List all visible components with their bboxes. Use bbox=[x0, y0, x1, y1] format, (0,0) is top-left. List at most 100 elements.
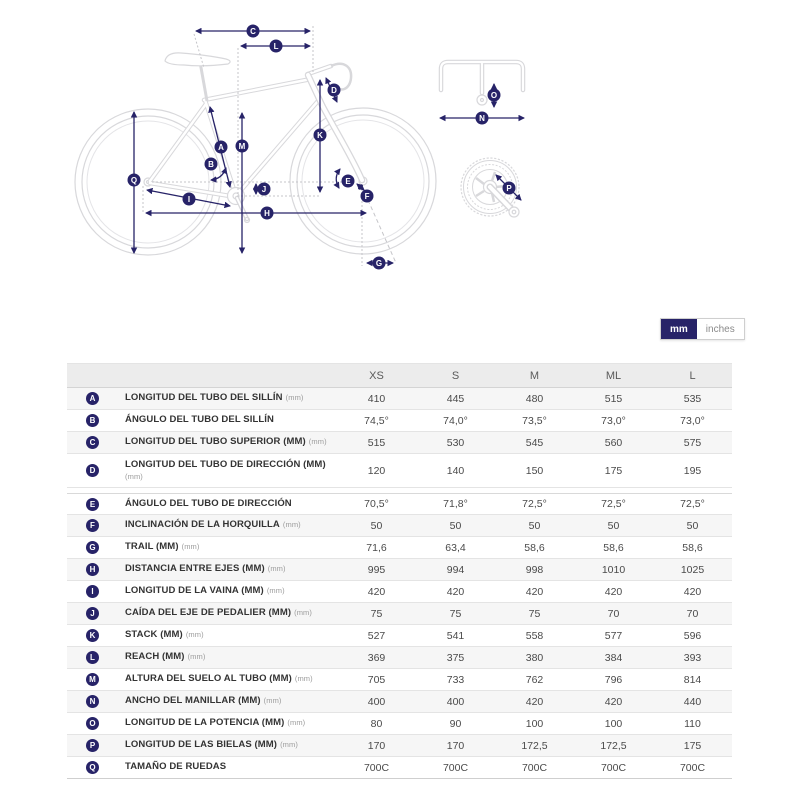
cell-value: 71,8° bbox=[443, 498, 468, 510]
diagram-badge-n: N bbox=[475, 111, 489, 125]
table-row-d: D LONGITUD DEL TUBO DE DIRECCIÓN (MM) (mm)… bbox=[67, 454, 732, 488]
row-badge-k: K bbox=[86, 629, 99, 642]
row-badge-o: O bbox=[86, 717, 99, 730]
row-badge-l: L bbox=[86, 651, 99, 664]
row-label: ÁNGULO DEL TUBO DE DIRECCIÓN bbox=[125, 497, 292, 509]
cell-value: 440 bbox=[683, 695, 702, 708]
cell-value: 90 bbox=[449, 717, 462, 730]
units-inches-button[interactable]: inches bbox=[696, 319, 744, 339]
svg-text:D: D bbox=[331, 86, 337, 95]
row-unit-suffix: (mm) bbox=[282, 520, 301, 530]
diagram-badge-c: C bbox=[246, 24, 260, 38]
table-row-p: P LONGITUD DE LAS BIELAS (MM) (mm) 170 170 17… bbox=[67, 735, 732, 757]
row-badge-b: B bbox=[86, 414, 99, 427]
cell-value: 515 bbox=[604, 392, 623, 405]
cell-value: 369 bbox=[367, 651, 386, 664]
diagram-badges: AB C D E F G H I J K L M N O P Q bbox=[127, 24, 516, 270]
cell-value: 73,5° bbox=[522, 414, 547, 427]
diagram-badge-f: F bbox=[360, 189, 374, 203]
row-unit-suffix: (mm) bbox=[263, 696, 282, 706]
row-unit-suffix: (mm) bbox=[181, 542, 200, 552]
row-badge-h: H bbox=[86, 563, 99, 576]
table-row-h: H DISTANCIA ENTRE EJES (MM) (mm) 995 994 998 1… bbox=[67, 559, 732, 581]
cell-value: 420 bbox=[367, 585, 386, 598]
cell-value: 72,5° bbox=[601, 498, 626, 510]
row-unit-suffix: (mm) bbox=[294, 674, 313, 684]
row-unit-suffix: (mm) bbox=[308, 437, 327, 447]
table-row-q: Q TAMAÑO DE RUEDAS 700C 700C 700C 700C 700C bbox=[67, 757, 732, 779]
cell-value: 560 bbox=[604, 436, 623, 449]
column-header-l: L bbox=[689, 369, 696, 382]
cell-value: 527 bbox=[367, 629, 386, 642]
cell-value: 110 bbox=[684, 717, 701, 730]
table-row-k: K STACK (MM) (mm) 527 541 558 577 596 bbox=[67, 625, 732, 647]
cell-value: 380 bbox=[525, 651, 544, 664]
column-header-m: M bbox=[529, 369, 540, 382]
svg-text:F: F bbox=[365, 192, 370, 201]
row-badge-g: G bbox=[86, 541, 99, 554]
diagram-badge-e: E bbox=[341, 174, 355, 188]
cell-value: 700C bbox=[600, 761, 627, 774]
cell-value: 172,5 bbox=[521, 739, 548, 752]
cell-value: 420 bbox=[525, 695, 544, 708]
cell-value: 120 bbox=[367, 464, 386, 477]
svg-text:J: J bbox=[262, 185, 266, 194]
svg-text:E: E bbox=[345, 177, 351, 186]
row-label: STACK (MM) (mm) bbox=[125, 629, 204, 641]
cell-value: 577 bbox=[604, 629, 623, 642]
cell-value: 575 bbox=[683, 436, 702, 449]
table-row-c: C LONGITUD DEL TUBO SUPERIOR (MM) (mm) 515 5… bbox=[67, 432, 732, 454]
cell-value: 58,6 bbox=[603, 541, 624, 554]
cell-value: 175 bbox=[604, 464, 623, 477]
table-row-f: F INCLINACIÓN DE LA HORQUILLA (mm) 50 50 50 50… bbox=[67, 515, 732, 537]
cell-value: 410 bbox=[367, 392, 386, 405]
cell-value: 762 bbox=[525, 673, 544, 686]
bike-geometry-diagram: AB C D E F G H I J K L M N O P Q bbox=[74, 24, 800, 270]
row-unit-suffix: (mm) bbox=[294, 608, 312, 618]
row-badge-n: N bbox=[86, 695, 99, 708]
svg-text:G: G bbox=[376, 259, 382, 268]
row-label: CAÍDA DEL EJE DE PEDALIER (MM) (mm) bbox=[125, 607, 312, 619]
cell-value: 73,0° bbox=[601, 414, 626, 427]
cell-value: 558 bbox=[525, 629, 544, 642]
table-header-row: XS S M ML L bbox=[67, 364, 732, 388]
row-label: LONGITUD DEL TUBO DEL SILLÍN (mm) bbox=[125, 392, 304, 404]
cell-value: 515 bbox=[367, 436, 386, 449]
table-row-o: O LONGITUD DE LA POTENCIA (MM) (mm) 80 90 100… bbox=[67, 713, 732, 735]
svg-text:L: L bbox=[274, 42, 279, 51]
cell-value: 393 bbox=[683, 651, 702, 664]
row-unit-suffix: (mm) bbox=[267, 564, 286, 574]
diagram-badge-i: I bbox=[182, 192, 196, 206]
diagram-badge-d: D bbox=[327, 83, 341, 97]
diagram-badge-j: J bbox=[257, 182, 271, 196]
row-unit-suffix: (mm) bbox=[266, 586, 285, 596]
row-label: INCLINACIÓN DE LA HORQUILLA (mm) bbox=[125, 519, 301, 531]
cell-value: 535 bbox=[683, 392, 702, 405]
svg-text:H: H bbox=[264, 209, 270, 218]
cell-value: 530 bbox=[446, 436, 465, 449]
table-row-l: L REACH (MM) (mm) 369 375 380 384 393 bbox=[67, 647, 732, 669]
cell-value: 50 bbox=[607, 519, 620, 532]
cell-value: 994 bbox=[446, 563, 465, 576]
units-mm-button[interactable]: mm bbox=[661, 319, 697, 339]
cell-value: 150 bbox=[525, 464, 544, 477]
table-row-m: M ALTURA DEL SUELO AL TUBO (MM) (mm) 705 733… bbox=[67, 669, 732, 691]
cell-value: 140 bbox=[446, 464, 465, 477]
handlebar-drop bbox=[330, 62, 353, 91]
cell-value: 70 bbox=[607, 607, 620, 620]
table-row-b: B ÁNGULO DEL TUBO DEL SILLÍN 74,5° 74,0° 73,… bbox=[67, 410, 732, 432]
cell-value: 75 bbox=[528, 607, 541, 620]
table-row-g: G TRAIL (MM) (mm) 71,6 63,4 58,6 58,6 58,6 bbox=[67, 537, 732, 559]
cell-value: 420 bbox=[683, 585, 702, 598]
row-label: ANCHO DEL MANILLAR (MM) (mm) bbox=[125, 695, 282, 707]
row-unit-suffix: (mm) bbox=[187, 652, 206, 662]
cell-value: 175 bbox=[683, 739, 702, 752]
svg-text:N: N bbox=[479, 114, 485, 123]
cell-value: 170 bbox=[367, 739, 386, 752]
cell-value: 384 bbox=[604, 651, 623, 664]
row-badge-e: E bbox=[86, 497, 99, 511]
row-badge-c: C bbox=[86, 436, 99, 449]
cell-value: 71,6 bbox=[366, 541, 387, 554]
cell-value: 170 bbox=[446, 739, 465, 752]
